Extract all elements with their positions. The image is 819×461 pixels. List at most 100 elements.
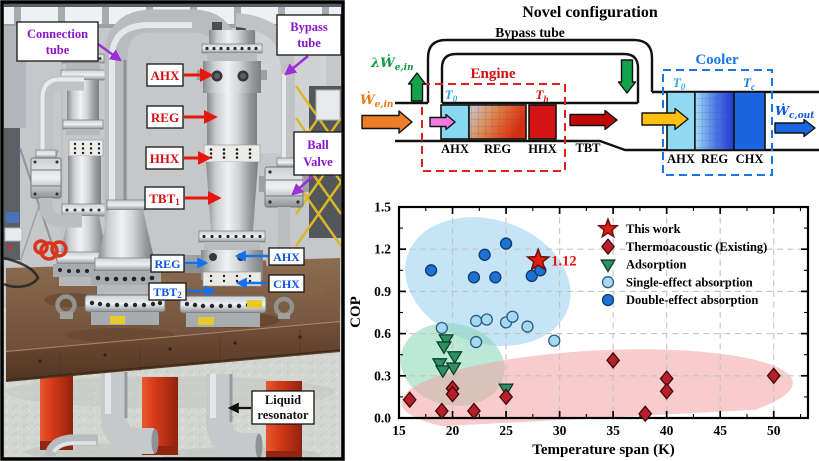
cooler-in-arrow: [641, 107, 689, 131]
hhx-label-box: [145, 146, 184, 170]
work-in-arrow: [361, 110, 413, 134]
t0-cooler: T0: [673, 75, 686, 92]
bypass-tube-outer: [426, 38, 654, 103]
hhx-section: [203, 144, 261, 163]
t0-engine: T0: [445, 87, 458, 104]
x-axis-label: Temperature span (K): [532, 442, 675, 458]
hot-flow-arrow: [569, 109, 618, 131]
side-tube-and-valve-left: [30, 75, 84, 228]
legend-item: Double-effect absorption: [626, 293, 758, 307]
bypass-tube-label: Bypass: [290, 20, 328, 34]
engine-ahx-label: AHX: [441, 142, 469, 156]
data-point: [424, 264, 438, 277]
acoustic-ducts: [395, 38, 819, 152]
bypass-down-arrow: [617, 59, 637, 94]
feedback-power-label: λẆe,in: [370, 54, 414, 73]
data-point: [469, 314, 483, 328]
th-engine: Th: [536, 87, 549, 104]
data-point: [431, 358, 448, 372]
reg-section: [207, 93, 257, 145]
x-tick-label: 15: [392, 423, 406, 438]
engine-reg-label: REG: [484, 142, 511, 156]
liquid-resonator-label-box: [251, 390, 315, 425]
y-tick-label: 1.5: [374, 200, 391, 215]
data-point: [766, 367, 781, 385]
feedback-up-arrow: [407, 72, 427, 102]
legend-item: Thermoacoustic (Existing): [626, 240, 767, 254]
chx-label: CHX: [273, 277, 300, 291]
data-point: [499, 388, 514, 406]
reg-bottom-label-box: [150, 254, 185, 273]
data-point: [525, 247, 551, 272]
reg-bottom-label: REG: [154, 257, 180, 271]
schematic-title: Novel configuration: [522, 4, 658, 21]
reg-label: REG: [151, 110, 179, 125]
tbt2-label: TBT2: [153, 285, 182, 300]
y-tick-label: 0.3: [374, 368, 391, 383]
cooler-ahx-label: AHX: [667, 152, 695, 166]
legend-item: Adsorption: [626, 258, 686, 272]
legend-marker: [601, 238, 615, 256]
engine-hhx: [528, 104, 557, 140]
legend-marker: [601, 276, 615, 289]
table-items: [3, 239, 295, 319]
data-point: [606, 351, 621, 369]
connection-tube-label-box: [16, 21, 99, 62]
svg-text:resonator: resonator: [257, 408, 309, 422]
data-point: [489, 271, 502, 284]
x-tick-label: 30: [553, 423, 567, 438]
x-tick-label: 45: [713, 423, 727, 438]
tbt-section: [206, 162, 258, 231]
schematic-diagram: Novel configuration Bypass tube Engine T…: [360, 4, 819, 176]
pink-flow-arrow: [429, 113, 456, 131]
ball-valve-label: Ball: [307, 138, 329, 152]
data-point: [480, 313, 493, 326]
hhx-label: HHX: [150, 151, 180, 166]
data-point: [521, 320, 534, 333]
ahx-label-box: [146, 63, 184, 87]
bypass-tube-arrow: [284, 54, 309, 76]
cooling-out-label: Ẇc,out: [775, 102, 815, 121]
tbt2-label-box: [148, 282, 187, 301]
y-tick-label: 0.0: [374, 411, 391, 426]
ball-valve-label-box: [293, 131, 343, 176]
bypass-tube-label-box: [276, 14, 342, 56]
tbt-label: TBT: [575, 141, 601, 155]
data-point: [435, 321, 448, 335]
legend-item: Single-effect absorption: [626, 275, 753, 289]
x-tick-label: 20: [446, 423, 460, 438]
svg-text:Valve: Valve: [303, 155, 333, 169]
photo-border: [0, 0, 345, 461]
tc-cooler: Tc: [743, 75, 755, 92]
legend-marker: [600, 259, 616, 273]
bypass-tube-label: Bypass tube: [495, 25, 564, 40]
y-tick-label: 0.6: [374, 326, 391, 341]
legend-marker: [596, 217, 620, 239]
ball-valve-left: [30, 157, 62, 199]
cooler-reg-label: REG: [701, 152, 728, 166]
liquid-resonator-label: Liquid: [265, 393, 301, 407]
y-tick-label: 1.2: [374, 242, 391, 257]
engine-dashed-box: [421, 83, 566, 172]
floor-pipe: [44, 434, 98, 458]
legend-item: This work: [626, 222, 681, 236]
legend-marker: [601, 293, 615, 307]
ahx-label: AHX: [151, 68, 181, 83]
data-point: [525, 269, 538, 283]
data-point: [638, 405, 653, 423]
data-point: [659, 382, 674, 400]
svg-text:tube: tube: [46, 43, 70, 57]
x-tick-label: 50: [767, 423, 781, 438]
cooler-title: Cooler: [695, 52, 739, 68]
data-point: [434, 402, 449, 420]
data-point: [499, 237, 513, 250]
flow-arrows: [361, 59, 816, 138]
data-point: [435, 341, 452, 355]
cooler-chx: [733, 91, 766, 151]
data-point: [445, 362, 462, 376]
cooling-out-arrow: [774, 118, 816, 138]
y-tick-label: 0.9: [374, 284, 391, 299]
connection-tube-arrow: [97, 42, 122, 62]
data-point: [467, 271, 481, 284]
